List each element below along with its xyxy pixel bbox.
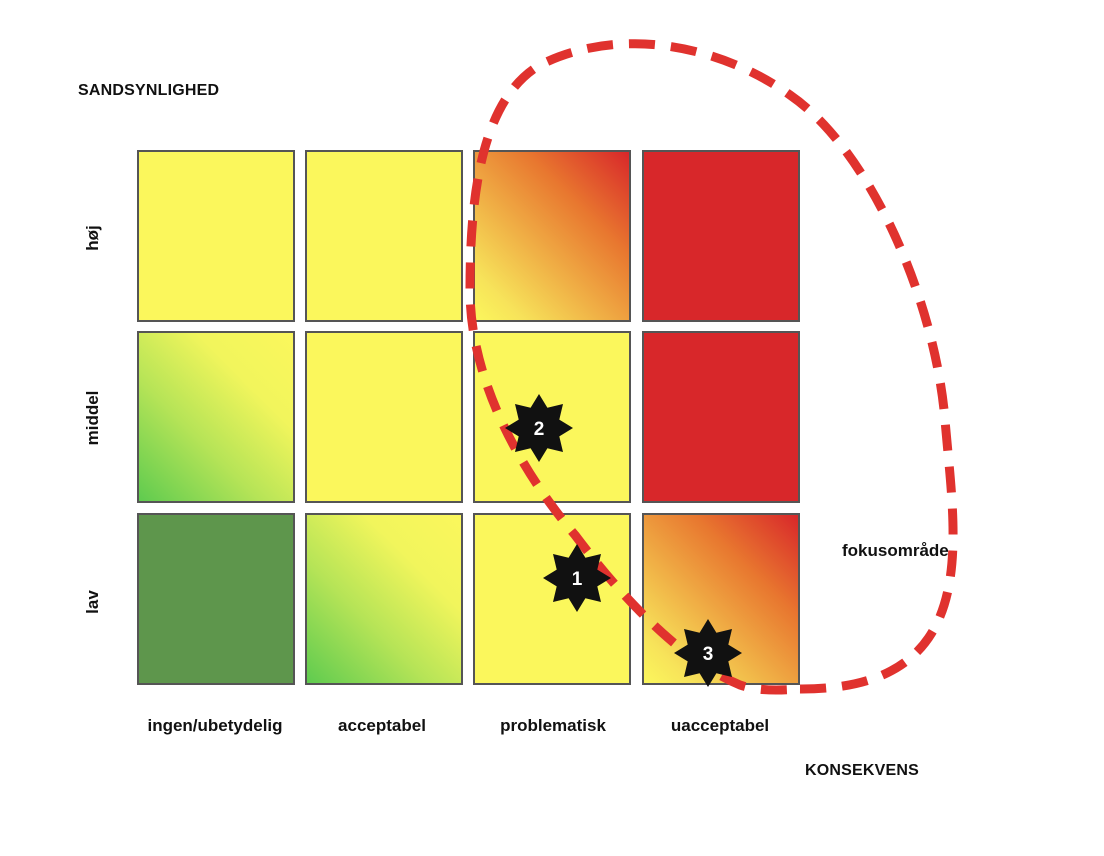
cell-hoj-ingen	[137, 150, 295, 322]
cell-lav-acceptabel	[305, 513, 463, 685]
star-icon	[543, 544, 611, 612]
cell-hoj-problematisk	[473, 150, 631, 322]
col-label-uacceptabel: uacceptabel	[670, 716, 770, 735]
focus-area-label: fokusområde	[842, 541, 949, 560]
marker-number: 2	[534, 419, 545, 440]
marker-number: 1	[572, 569, 583, 590]
focus-area-boundary	[465, 39, 958, 695]
x-axis-title: KONSEKVENS	[805, 762, 920, 779]
y-axis-title: SANDSYNLIGHED	[78, 82, 220, 99]
cell-lav-ingen	[137, 513, 295, 685]
cell-middel-ingen	[137, 331, 295, 503]
marker-1: 1	[543, 544, 611, 612]
cell-hoj-acceptabel	[305, 150, 463, 322]
cell-middel-acceptabel	[305, 331, 463, 503]
marker-2: 2	[505, 394, 573, 462]
star-icon	[674, 619, 742, 687]
marker-number: 3	[703, 644, 714, 665]
col-label-acceptabel: acceptabel	[338, 716, 426, 735]
col-label-problematisk: problematisk	[500, 716, 606, 735]
star-icon	[505, 394, 573, 462]
cell-middel-uacceptabel	[642, 331, 800, 503]
cell-lav-problematisk	[473, 513, 631, 685]
cell-hoj-uacceptabel	[642, 150, 800, 322]
col-label-ingen: ingen/ubetydelig	[147, 716, 283, 735]
marker-3: 3	[674, 619, 742, 687]
